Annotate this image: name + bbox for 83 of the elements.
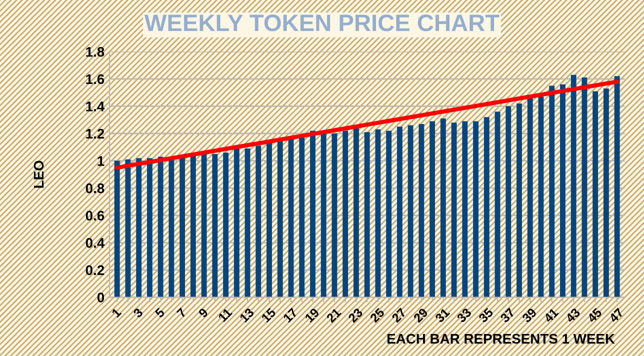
bar (408, 125, 414, 298)
bar (494, 112, 500, 298)
x-tick-label: 13 (239, 308, 254, 323)
bar (462, 121, 468, 298)
bar (516, 103, 522, 298)
x-tick-label: 3 (132, 308, 144, 318)
y-tick-label: 1.6 (86, 74, 104, 84)
bar (234, 148, 240, 298)
bar (473, 121, 478, 298)
x-tick-label: 21 (326, 307, 342, 323)
bar (418, 124, 424, 298)
bar (430, 121, 436, 298)
bar (364, 132, 370, 298)
y-tick-label: 0 (97, 292, 104, 302)
x-tick-label: 45 (586, 308, 602, 324)
bar (332, 134, 338, 298)
y-tick-label: 0.6 (86, 210, 104, 221)
bar (244, 148, 250, 298)
x-tick-label: 19 (304, 308, 320, 323)
bar (538, 96, 544, 298)
bar (136, 158, 142, 298)
x-tick-label: 37 (500, 308, 516, 324)
x-tick-label: 17 (282, 308, 298, 323)
bar (180, 156, 186, 298)
y-tick-label: 1.8 (86, 46, 104, 57)
x-tick-label: 43 (564, 308, 581, 324)
x-tick-label: 41 (543, 308, 559, 324)
x-tick-label: 15 (261, 308, 276, 323)
bar (506, 106, 512, 298)
bar (158, 156, 164, 298)
x-tick-label: 31 (434, 307, 450, 324)
y-tick-label: 0.2 (86, 265, 104, 276)
bar (114, 160, 120, 298)
x-tick-label: 7 (176, 308, 187, 318)
bar (484, 117, 490, 298)
bar (288, 138, 294, 298)
bar (320, 132, 326, 298)
bar (256, 146, 262, 298)
bar (592, 91, 598, 298)
y-tick-label: 0.8 (86, 183, 104, 194)
bar (223, 152, 228, 298)
bar (375, 129, 381, 298)
x-tick-label: 35 (478, 307, 494, 324)
x-tick-label: 9 (198, 308, 209, 318)
bar (266, 142, 272, 298)
bar (440, 118, 446, 298)
chart-title: WEEKLY TOKEN PRICE CHART (144, 14, 500, 32)
bar (582, 78, 588, 298)
x-axis-title: EACH BAR REPRESENTS 1 WEEK (388, 334, 615, 344)
bar (310, 130, 316, 298)
bar (570, 74, 576, 298)
bar (190, 155, 196, 298)
y-tick-label: 1.2 (86, 128, 104, 139)
x-tick-label: 33 (456, 308, 472, 324)
x-tick-label: 25 (369, 307, 385, 323)
bar (277, 140, 283, 298)
bar (212, 154, 218, 298)
bar (299, 136, 305, 298)
bar (560, 84, 566, 298)
bar (396, 126, 402, 298)
x-tick-label: 27 (391, 308, 406, 323)
bar (603, 88, 609, 298)
x-tick-label: 1 (111, 308, 122, 318)
bar (451, 122, 457, 298)
x-tick-label: 23 (348, 308, 364, 324)
x-tick-label: 47 (608, 308, 624, 324)
bar (342, 130, 348, 298)
x-tick-label: 5 (154, 308, 166, 318)
bar (549, 86, 555, 298)
bar (353, 128, 359, 298)
y-tick-label: 0.4 (86, 238, 105, 248)
bar (146, 158, 152, 298)
y-tick-label: 1.4 (86, 102, 105, 112)
x-tick-label: 39 (522, 308, 538, 324)
x-tick-label: 11 (218, 308, 232, 322)
bar (168, 159, 174, 298)
bar (125, 159, 131, 298)
bar (386, 130, 392, 298)
bar (201, 154, 207, 298)
bar (614, 76, 620, 298)
x-tick-label: 29 (412, 308, 428, 323)
y-axis-title: LEO (34, 160, 44, 188)
y-tick-label: 1 (98, 156, 104, 166)
